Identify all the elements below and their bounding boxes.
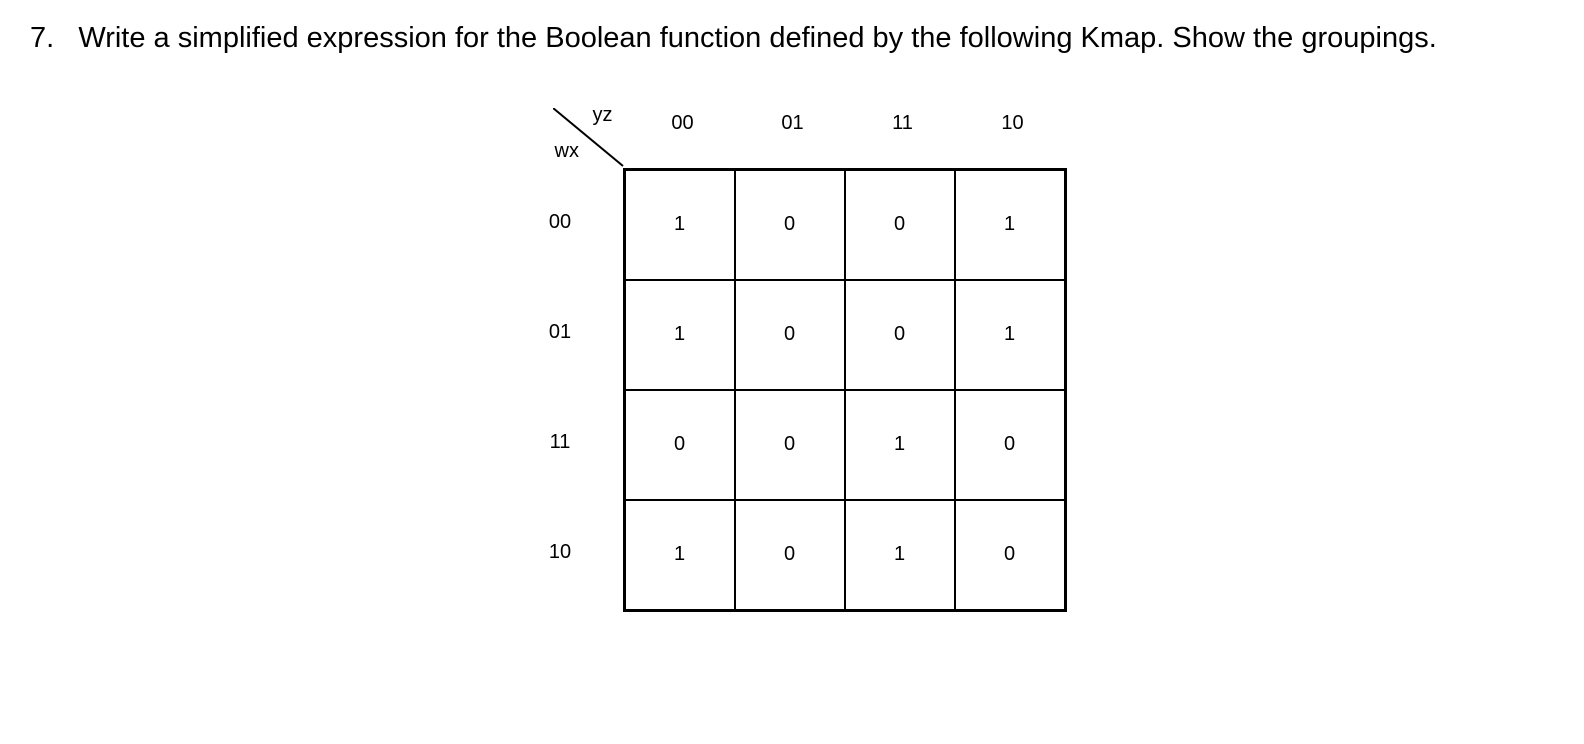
kmap-row-header: 10 [518,498,623,608]
kmap-cell: 1 [955,280,1065,390]
kmap-container: yz wx 00 01 11 10 00 01 11 10 1 0 0 1 1 [30,108,1554,612]
kmap-cell: 0 [955,390,1065,500]
kmap-row-header: 00 [518,168,623,278]
kmap-cell: 0 [955,500,1065,610]
kmap-col-header: 10 [958,112,1068,135]
kmap: yz wx 00 01 11 10 00 01 11 10 1 0 0 1 1 [518,108,1067,612]
kmap-cell: 0 [735,390,845,500]
kmap-body: 00 01 11 10 1 0 0 1 1 0 0 1 0 0 1 0 1 0 … [518,168,1067,612]
kmap-cell: 0 [625,390,735,500]
kmap-cell: 1 [625,280,735,390]
kmap-row-var-label: wx [555,140,579,163]
question-text: 7. Write a simplified expression for the… [30,20,1554,58]
kmap-cell: 1 [625,500,735,610]
kmap-col-header: 01 [738,112,848,135]
kmap-col-header: 00 [628,112,738,135]
kmap-row-header: 11 [518,388,623,498]
kmap-cell: 0 [845,280,955,390]
question-body: Write a simplified expression for the Bo… [78,22,1436,54]
kmap-col-header: 11 [848,112,958,135]
kmap-col-headers: 00 01 11 10 [628,112,1068,135]
kmap-cell: 0 [735,170,845,280]
kmap-cell: 1 [845,390,955,500]
kmap-col-var-label: yz [593,104,613,127]
kmap-cell: 0 [845,170,955,280]
kmap-cell: 1 [845,500,955,610]
kmap-grid: 1 0 0 1 1 0 0 1 0 0 1 0 1 0 1 0 [623,168,1067,612]
kmap-cell: 0 [735,500,845,610]
kmap-cell: 1 [625,170,735,280]
kmap-cell: 1 [955,170,1065,280]
kmap-cell: 0 [735,280,845,390]
kmap-row-headers: 00 01 11 10 [518,168,623,612]
kmap-row-header: 01 [518,278,623,388]
kmap-header: yz wx 00 01 11 10 [518,108,1067,168]
question-number: 7. [30,22,54,54]
